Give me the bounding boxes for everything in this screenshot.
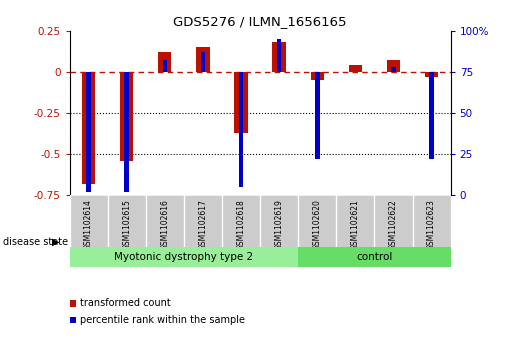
Bar — [82, 72, 95, 184]
Bar — [158, 52, 171, 72]
Bar — [277, 39, 281, 72]
Text: GSM1102618: GSM1102618 — [236, 200, 246, 250]
Bar — [387, 61, 400, 72]
Bar — [201, 52, 205, 72]
Bar — [234, 72, 248, 133]
Bar — [125, 72, 129, 192]
Bar — [120, 72, 133, 161]
Text: GSM1102619: GSM1102619 — [274, 200, 284, 250]
Bar — [391, 67, 396, 72]
Bar — [425, 72, 438, 77]
Bar — [70, 247, 298, 267]
Bar — [315, 72, 319, 159]
Text: ▶: ▶ — [52, 237, 59, 247]
Text: GSM1102622: GSM1102622 — [389, 200, 398, 250]
Bar — [87, 72, 91, 192]
Bar — [298, 247, 451, 267]
Text: GSM1102621: GSM1102621 — [351, 200, 360, 250]
Text: GSM1102617: GSM1102617 — [198, 200, 208, 250]
Bar — [311, 72, 324, 80]
Bar — [196, 47, 210, 72]
Bar — [239, 72, 243, 187]
Text: GSM1102614: GSM1102614 — [84, 200, 93, 250]
Text: GSM1102623: GSM1102623 — [427, 200, 436, 250]
Bar — [163, 61, 167, 72]
Text: disease state: disease state — [3, 237, 67, 247]
Text: transformed count: transformed count — [80, 298, 170, 309]
Title: GDS5276 / ILMN_1656165: GDS5276 / ILMN_1656165 — [174, 15, 347, 28]
Text: control: control — [356, 252, 392, 262]
Text: GSM1102616: GSM1102616 — [160, 200, 169, 250]
Bar — [430, 72, 434, 159]
Text: percentile rank within the sample: percentile rank within the sample — [80, 315, 245, 325]
Text: GSM1102620: GSM1102620 — [313, 200, 322, 250]
Text: GSM1102615: GSM1102615 — [122, 200, 131, 250]
Text: Myotonic dystrophy type 2: Myotonic dystrophy type 2 — [114, 252, 253, 262]
Bar — [349, 65, 362, 72]
Bar — [272, 42, 286, 72]
